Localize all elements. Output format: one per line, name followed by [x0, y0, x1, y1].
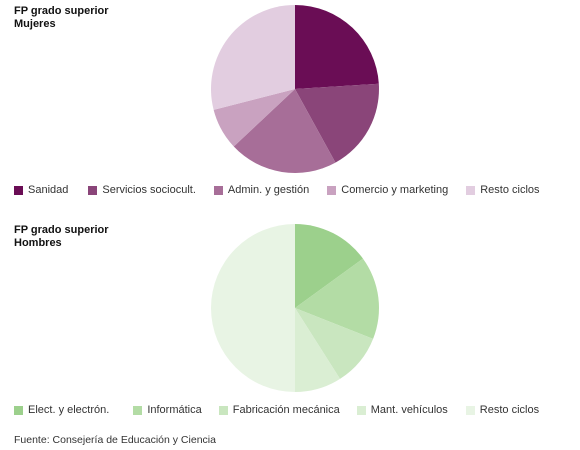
- source-note: Fuente: Consejería de Educación y Cienci…: [14, 434, 216, 446]
- legend-label: Resto ciclos: [479, 404, 540, 416]
- pie-slice-2-1: [295, 224, 363, 308]
- pie-slice-1-4: [213, 89, 295, 147]
- legend-item-1-5: Resto ciclos: [466, 184, 540, 196]
- legend-label: Fabricación mecánica: [232, 404, 340, 416]
- legend-label: Admin. y gestión: [227, 184, 310, 196]
- legend-item-2-4: Mant. vehículos: [356, 404, 448, 416]
- legend-item-1-1: Sanidad: [14, 184, 68, 196]
- pie-slice-2-2: [295, 258, 379, 339]
- pie-slice-1-5: [211, 5, 295, 110]
- legend-label: Resto ciclos: [480, 184, 540, 196]
- legend-label: Informática: [147, 404, 202, 416]
- legend-swatch: [88, 185, 98, 195]
- legend-swatch: [133, 405, 143, 415]
- chart-2-title-line2: Hombres: [14, 237, 62, 249]
- legend-swatch: [14, 185, 23, 195]
- pie-chart-mujeres: [211, 5, 379, 173]
- pie-slice-1-2: [295, 83, 379, 163]
- legend-label: Mant. vehículos: [370, 404, 448, 416]
- legend-item-2-1: Elect. y electrón.: [14, 404, 109, 416]
- legend-item-1-2: Servicios sociocult.: [88, 184, 196, 196]
- chart-2-title: FP grado superior Hombres: [14, 224, 109, 250]
- chart-1-title-line2: Mujeres: [14, 18, 56, 30]
- legend-swatch: [466, 185, 476, 195]
- legend-item-1-4: Comercio y marketing: [327, 184, 448, 196]
- legend-swatch: [327, 185, 337, 195]
- chart-2-title-line1: FP grado superior: [14, 224, 109, 236]
- pie-chart-hombres: [211, 224, 379, 392]
- legend-label: Comercio y marketing: [341, 184, 449, 196]
- legend-swatch: [213, 185, 223, 195]
- legend-item-1-3: Admin. y gestión: [213, 184, 310, 196]
- pie-slice-1-1: [295, 5, 379, 89]
- chart-1-title-line1: FP grado superior: [14, 5, 109, 17]
- legend-label: Sanidad: [28, 184, 69, 196]
- pie-slice-2-5: [211, 224, 295, 392]
- legend-mujeres: Sanidad Servicios sociocult. Admin. y gest…: [14, 183, 580, 197]
- legend-label: Elect. y electrón.: [28, 404, 110, 416]
- pie-slice-2-4: [295, 308, 341, 392]
- legend-hombres: Elect. y electrón. Informática Fabricación…: [14, 403, 580, 417]
- legend-swatch: [218, 405, 228, 415]
- legend-swatch: [14, 405, 23, 415]
- legend-label: Servicios sociocult.: [102, 184, 196, 196]
- legend-swatch: [465, 405, 475, 415]
- legend-swatch: [356, 405, 366, 415]
- pie-slice-2-3: [295, 308, 374, 379]
- chart-1-title: FP grado superior Mujeres: [14, 5, 109, 31]
- legend-item-2-2: Informática: [133, 404, 202, 416]
- legend-item-2-5: Resto ciclos: [465, 404, 540, 416]
- legend-item-2-3: Fabricación mecánica: [218, 404, 340, 416]
- pie-slice-1-3: [233, 89, 336, 173]
